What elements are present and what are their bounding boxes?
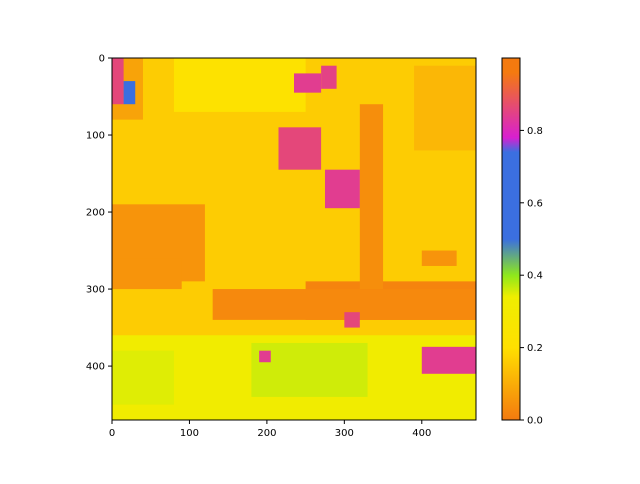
heatmap-region-12 [112, 58, 124, 105]
colorbar-tick-label: 0.8 [527, 126, 543, 137]
heatmap-plot-area [112, 58, 476, 420]
heatmap-region-14 [278, 127, 322, 170]
heatmap-region-20 [421, 250, 457, 266]
heatmap-region-17 [324, 169, 360, 209]
heatmap-region-19 [259, 350, 271, 363]
heatmap-region-16 [321, 65, 337, 89]
x-tick-label: 300 [335, 428, 354, 439]
colorbar-tick-label: 0.2 [527, 343, 543, 354]
heatmap-region-6 [359, 104, 384, 290]
x-axis: 0 100 200 300 400 [109, 420, 431, 439]
heatmap-region-21 [344, 312, 360, 328]
y-tick-label: 400 [86, 362, 105, 373]
y-tick-label: 300 [86, 285, 105, 296]
colorbar: 0.0 0.2 0.4 0.6 0.8 [501, 57, 543, 427]
x-tick-label: 400 [412, 428, 431, 439]
heatmap-region-15 [294, 73, 322, 93]
heatmap-region-7 [112, 258, 182, 290]
x-tick-label: 0 [109, 428, 115, 439]
y-tick-label: 100 [86, 131, 105, 142]
y-axis: 0 100 200 300 400 [86, 54, 112, 373]
heatmap-region-18 [421, 346, 476, 374]
colorbar-gradient [501, 57, 521, 421]
x-tick-label: 200 [257, 428, 276, 439]
heatmap-region-10 [112, 350, 174, 405]
heatmap-region-2 [173, 58, 306, 112]
y-tick-label: 0 [99, 54, 105, 65]
plot-frame [111, 57, 477, 421]
heatmap-region-13 [123, 81, 136, 105]
y-tick-label: 200 [86, 208, 105, 219]
colorbar-tick-label: 0.4 [527, 271, 543, 282]
heatmap-region-11 [414, 65, 476, 151]
colorbar-tick-label: 0.0 [527, 416, 543, 427]
colorbar-tick-label: 0.6 [527, 198, 543, 209]
x-tick-label: 100 [180, 428, 199, 439]
